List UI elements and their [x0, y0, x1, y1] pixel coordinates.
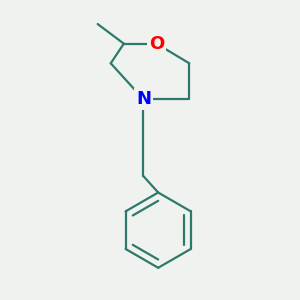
Text: N: N [136, 90, 151, 108]
Text: O: O [149, 35, 164, 53]
